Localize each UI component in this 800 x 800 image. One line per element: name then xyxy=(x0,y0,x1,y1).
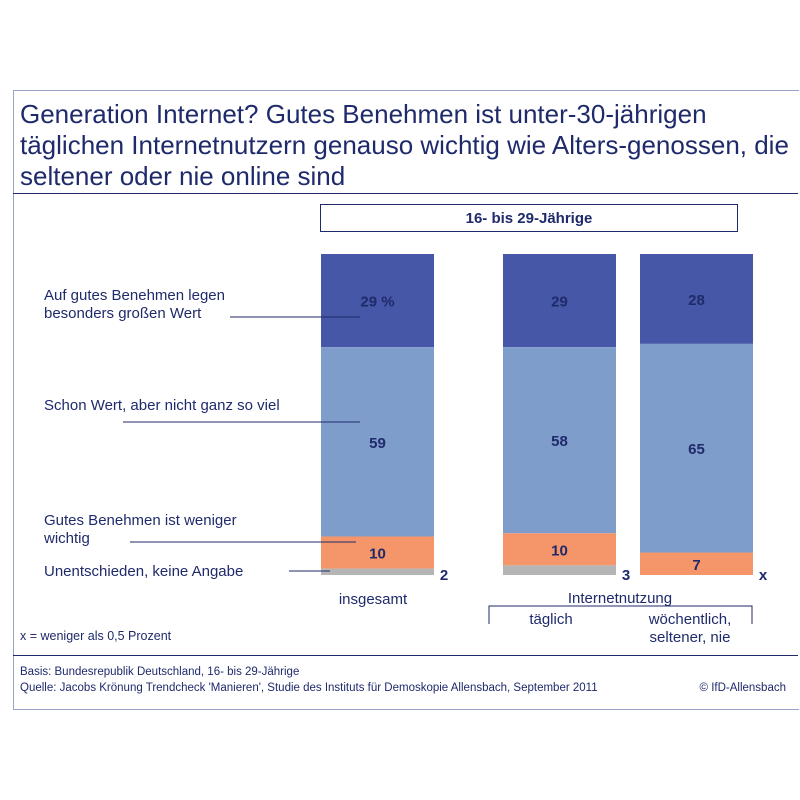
bar-segment-t-glich-s0 xyxy=(503,254,616,348)
data-label-w-chentlich-seltener-nie-s1: 65 xyxy=(688,441,705,458)
data-label-insgesamt-s1: 59 xyxy=(369,435,386,452)
title-divider xyxy=(13,193,798,194)
bar-segment-t-glich-s3 xyxy=(503,565,616,575)
copyright: © IfD-Allensbach xyxy=(699,682,786,694)
bar-segment-t-glich-s1 xyxy=(503,347,616,534)
data-label-w-chentlich-seltener-nie-s2: 7 xyxy=(692,557,700,574)
data-label-t-glich-s1: 58 xyxy=(551,433,568,450)
bar-segment-insgesamt-s1 xyxy=(321,347,434,537)
basis-note: Basis: Bundesrepublik Deutschland, 16- b… xyxy=(20,666,300,678)
legend-label-somewhat-important: Schon Wert, aber nicht ganz so viel xyxy=(44,397,280,414)
chart-title: Generation Internet? Gutes Benehmen ist … xyxy=(20,99,789,191)
data-label-w-chentlich-seltener-nie-s0: 28 xyxy=(688,292,705,309)
bar-segment-insgesamt-s3 xyxy=(321,568,434,575)
category-label-insgesamt: insgesamt xyxy=(338,591,408,608)
legend-label-undecided: Unentschieden, keine Angabe xyxy=(44,563,244,580)
data-label-insgesamt-s2: 10 xyxy=(369,546,386,563)
group-header: 16- bis 29-Jährige xyxy=(320,204,738,232)
data-label-w-chentlich-seltener-nie-s3: x xyxy=(759,567,768,584)
footnote: x = weniger als 0,5 Prozent xyxy=(20,629,172,643)
bar-segment-w-chentlich-seltener-nie-s0 xyxy=(640,254,753,344)
data-label-t-glich-s0: 29 xyxy=(551,294,568,311)
legend-label-very-important: Auf gutes Benehmen legen besonders große… xyxy=(44,287,225,322)
source-note: Quelle: Jacobs Krönung Trendcheck 'Manie… xyxy=(20,682,598,694)
data-label-t-glich-s3: 3 xyxy=(622,567,630,584)
category-label-taeglich: täglich xyxy=(529,611,573,628)
category-label-woechentlich: wöchentlich, seltener, nie xyxy=(648,611,732,646)
footer-divider xyxy=(13,655,798,656)
legend-label-less-important: Gutes Benehmen ist weniger wichtig xyxy=(44,512,237,547)
group-label-internetnutzung: Internetnutzung xyxy=(567,590,673,607)
bar-segment-insgesamt-s0 xyxy=(321,254,434,348)
data-label-t-glich-s2: 10 xyxy=(551,542,568,559)
data-label-insgesamt-s0: 29 % xyxy=(360,294,394,311)
bar-segment-t-glich-s2 xyxy=(503,533,616,566)
bar-segment-w-chentlich-seltener-nie-s1 xyxy=(640,343,753,553)
data-label-insgesamt-s3: 2 xyxy=(440,567,448,584)
group-bracket xyxy=(488,605,753,624)
bar-segment-w-chentlich-seltener-nie-s2 xyxy=(640,552,753,575)
